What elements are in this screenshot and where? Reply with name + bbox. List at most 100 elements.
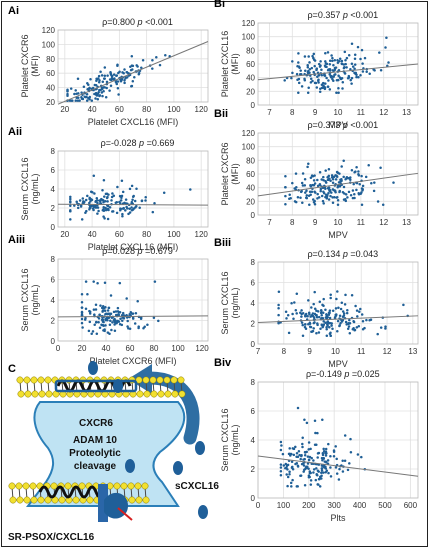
data-point bbox=[344, 193, 348, 196]
data-point bbox=[309, 77, 313, 81]
data-point bbox=[119, 207, 123, 211]
chart-aii: Aii 0 2 4 6 8 20 40 60 80 100 120 Platelet CXCL16 (M… bbox=[8, 126, 208, 252]
data-point bbox=[345, 323, 348, 326]
data-point bbox=[299, 474, 303, 477]
data-point bbox=[103, 309, 107, 312]
data-point bbox=[329, 475, 333, 478]
data-point bbox=[310, 306, 313, 309]
data-point bbox=[355, 165, 358, 169]
data-point bbox=[332, 454, 336, 458]
data-point bbox=[115, 321, 119, 324]
data-point bbox=[320, 194, 324, 198]
data-point bbox=[330, 324, 333, 327]
data-point bbox=[338, 57, 342, 60]
y-axis-label: (ng/mL) bbox=[30, 284, 40, 315]
data-point bbox=[141, 58, 145, 62]
data-point bbox=[288, 197, 291, 200]
data-point bbox=[342, 314, 346, 317]
y-tick-label: 6 bbox=[51, 166, 56, 175]
data-point bbox=[66, 89, 69, 93]
data-point bbox=[92, 280, 95, 283]
data-point bbox=[363, 56, 367, 60]
data-point bbox=[321, 325, 324, 329]
y-tick-label: 2 bbox=[51, 317, 56, 326]
data-point bbox=[324, 467, 328, 470]
data-point bbox=[305, 189, 308, 192]
y-tick-label: 6 bbox=[251, 279, 256, 288]
y-tick-label: 0 bbox=[251, 494, 256, 503]
data-point bbox=[290, 452, 293, 456]
data-point bbox=[80, 311, 84, 315]
data-point bbox=[325, 76, 328, 80]
x-tick-label: 500 bbox=[378, 501, 392, 510]
data-point bbox=[334, 314, 338, 317]
data-point bbox=[113, 323, 116, 326]
data-point bbox=[308, 203, 311, 207]
data-point bbox=[140, 199, 144, 202]
data-point bbox=[317, 477, 321, 481]
lipid-head bbox=[163, 376, 171, 384]
data-point bbox=[300, 321, 304, 324]
data-point bbox=[109, 84, 113, 87]
data-point bbox=[312, 200, 316, 204]
y-axis-label: Serum CXCL16 bbox=[20, 157, 30, 220]
lipid-head bbox=[23, 496, 31, 504]
plot-frame bbox=[57, 150, 209, 228]
lipid-head bbox=[15, 482, 23, 490]
panel-c-schematic: C CXCR6 ADAM 10 Proteolytic cleavage sCX… bbox=[8, 361, 219, 543]
data-point bbox=[337, 306, 340, 310]
y-tick-label: 8 bbox=[51, 255, 56, 264]
data-point bbox=[340, 59, 344, 63]
data-point bbox=[392, 181, 395, 184]
data-point bbox=[80, 91, 83, 94]
data-point bbox=[312, 184, 316, 187]
data-point bbox=[300, 315, 303, 318]
data-point bbox=[120, 196, 123, 200]
data-point bbox=[102, 77, 106, 80]
data-point bbox=[360, 191, 363, 194]
plot-frame bbox=[57, 29, 209, 103]
data-point bbox=[301, 312, 305, 315]
data-point bbox=[323, 460, 327, 463]
data-point bbox=[331, 327, 334, 330]
data-point bbox=[312, 58, 316, 61]
data-point bbox=[117, 320, 121, 323]
data-point bbox=[125, 313, 128, 317]
data-point bbox=[327, 192, 330, 195]
data-point bbox=[316, 184, 320, 188]
cell-body bbox=[26, 401, 186, 507]
data-point bbox=[313, 81, 317, 85]
data-point bbox=[80, 218, 84, 221]
data-point bbox=[357, 76, 360, 79]
data-point bbox=[117, 93, 120, 96]
data-point bbox=[284, 175, 287, 178]
data-point bbox=[120, 78, 124, 81]
data-point bbox=[326, 320, 330, 323]
data-point bbox=[349, 68, 352, 71]
correlation-stats: ρ=-0.028 p =0.669 bbox=[101, 138, 175, 148]
cxcr6-label: CXCR6 bbox=[79, 418, 113, 429]
lipid-head bbox=[142, 496, 150, 504]
data-point bbox=[131, 68, 134, 71]
data-point bbox=[357, 170, 360, 173]
data-point bbox=[138, 206, 141, 209]
data-point bbox=[318, 65, 322, 68]
x-axis-label: MPV bbox=[328, 230, 348, 240]
data-point bbox=[73, 204, 76, 207]
data-point bbox=[324, 52, 327, 55]
data-point bbox=[312, 471, 315, 474]
x-tick-label: 0 bbox=[56, 344, 61, 353]
data-point bbox=[347, 54, 351, 57]
lipid-head bbox=[22, 482, 30, 490]
data-point bbox=[339, 307, 343, 311]
data-point bbox=[103, 86, 106, 89]
data-point bbox=[69, 200, 72, 203]
data-point bbox=[96, 97, 100, 101]
data-point bbox=[331, 188, 335, 191]
data-point bbox=[288, 447, 291, 450]
data-point bbox=[103, 74, 107, 78]
data-point bbox=[328, 62, 332, 66]
x-tick-label: 300 bbox=[328, 501, 342, 510]
data-point bbox=[113, 329, 117, 333]
lipid-head bbox=[16, 376, 24, 384]
